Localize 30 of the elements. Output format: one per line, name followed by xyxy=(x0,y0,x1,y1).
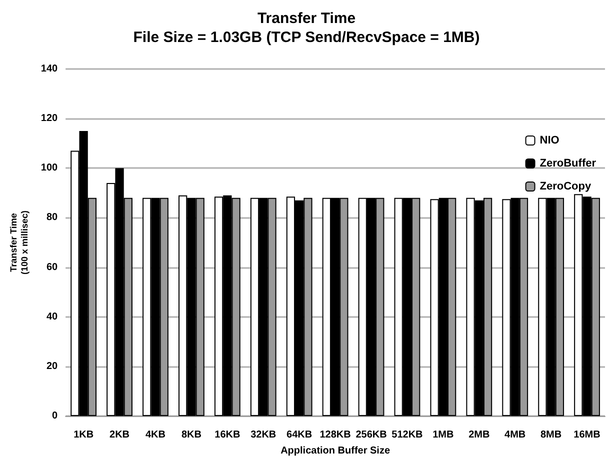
y-tick-label: 0 xyxy=(52,410,58,422)
y-tick-label: 120 xyxy=(40,113,58,124)
y-axis-title: Transfer Time (100 x millisec) xyxy=(8,210,30,275)
legend-label: NIO xyxy=(540,134,560,146)
x-tick-label: 4KB xyxy=(145,430,166,440)
x-tick-label: 16MB xyxy=(574,430,600,440)
x-tick-label: 1KB xyxy=(74,430,94,440)
y-tick-label: 60 xyxy=(46,262,58,273)
chart-title: Transfer Time xyxy=(257,10,356,27)
x-tick-label: 8KB xyxy=(181,430,202,440)
legend-label: ZeroBuffer xyxy=(540,158,597,170)
x-tick-label: 32KB xyxy=(250,430,276,440)
y-tick-label: 140 xyxy=(40,64,58,74)
x-tick-label: 2MB xyxy=(468,430,490,440)
x-tick-label: 4MB xyxy=(504,430,526,440)
x-axis-title: Application Buffer Size xyxy=(280,446,390,456)
x-tick-label: 1MB xyxy=(432,430,454,440)
x-tick-label: 64KB xyxy=(286,430,312,440)
legend-label: ZeroCopy xyxy=(540,180,592,192)
x-tick-label: 16KB xyxy=(214,430,240,440)
x-tick-label: 512KB xyxy=(392,430,423,440)
y-tick-label: 80 xyxy=(46,212,58,224)
y-tick-label: 40 xyxy=(46,311,58,322)
chart-subtitle: File Size = 1.03GB (TCP Send/RecvSpace = 1MB) xyxy=(133,29,480,46)
x-tick-label: 256KB xyxy=(356,430,387,440)
y-tick-label: 100 xyxy=(40,162,58,174)
x-tick-label: 8MB xyxy=(540,430,562,440)
x-tick-label: 128KB xyxy=(320,430,351,440)
x-tick-label: 2KB xyxy=(110,430,130,440)
y-tick-label: 20 xyxy=(46,360,58,372)
